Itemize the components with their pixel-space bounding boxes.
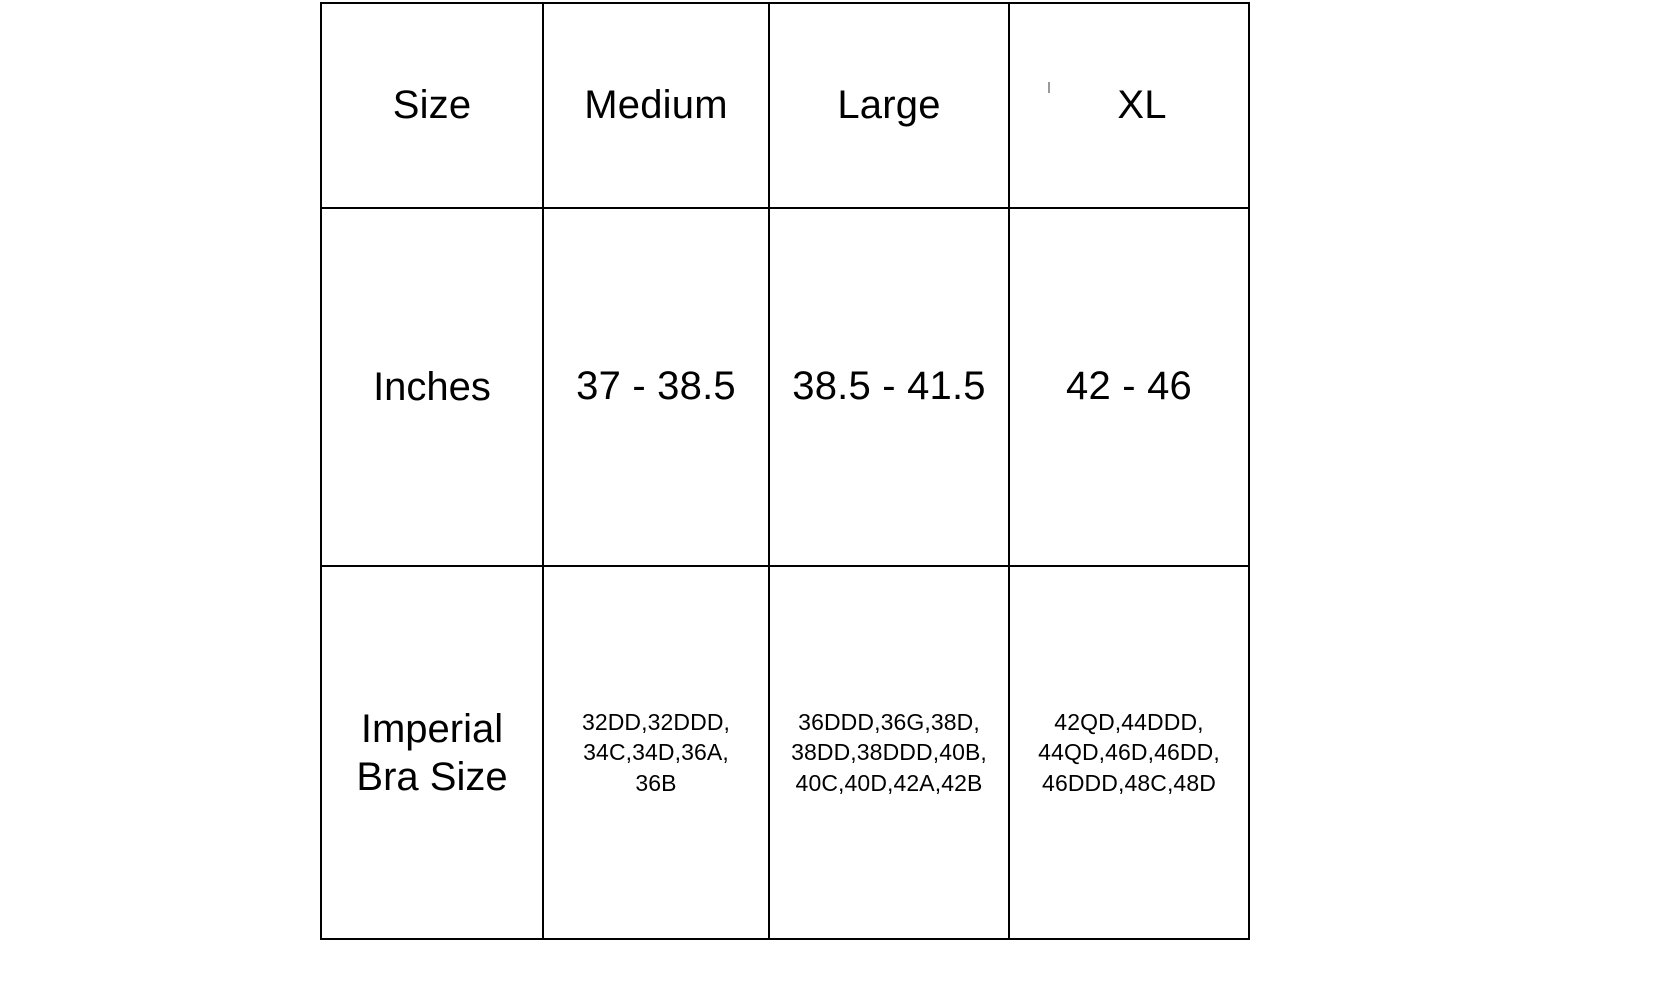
size-chart-table: Size Medium Large XL Inches 37 - 38.5 38… xyxy=(320,2,1250,940)
bra-size-cell-xl: 42QD,44DDD, 44QD,46D,46DD, 46DDD,48C,48D xyxy=(1008,565,1250,940)
header-cell-large: Large xyxy=(768,2,1010,209)
inches-cell-medium: 37 - 38.5 xyxy=(542,207,770,567)
bra-size-cell-large: 36DDD,36G,38D, 38DD,38DDD,40B, 40C,40D,4… xyxy=(768,565,1010,940)
inches-cell-xl: 42 - 46 xyxy=(1008,207,1250,567)
bra-size-line: 34C,34D,36A, xyxy=(583,739,729,766)
row-label-inches: Inches xyxy=(320,207,544,567)
inches-cell-large: 38.5 - 41.5 xyxy=(768,207,1010,567)
header-cell-medium: Medium xyxy=(542,2,770,209)
row-label-line-2: Bra Size xyxy=(356,754,508,799)
row-label-imperial-bra-size: Imperial Bra Size xyxy=(320,565,544,940)
header-cell-size: Size xyxy=(320,2,544,209)
bra-size-line: 46DDD,48C,48D xyxy=(1042,769,1216,796)
header-cell-xl-label: XL xyxy=(1117,82,1167,127)
bra-size-cell-medium: 32DD,32DDD, 34C,34D,36A, 36B xyxy=(542,565,770,940)
bra-size-line: 32DD,32DDD, xyxy=(581,708,731,735)
bra-size-line: 36DDD,36G,38D, xyxy=(798,708,980,735)
bra-size-line: 42QD,44DDD, xyxy=(1054,708,1204,735)
bra-size-line: 36B xyxy=(635,769,677,796)
size-chart-container: Size Medium Large XL Inches 37 - 38.5 38… xyxy=(320,2,1250,940)
table-row-imperial-bra-size: Imperial Bra Size 32DD,32DDD, 34C,34D,36… xyxy=(320,565,1250,940)
bra-size-line: 44QD,46D,46DD, xyxy=(1038,739,1220,766)
table-row-header: Size Medium Large XL xyxy=(320,2,1250,209)
row-label-line-1: Imperial xyxy=(360,706,504,751)
bra-size-line: 40C,40D,42A,42B xyxy=(795,769,983,796)
bra-size-line: 38DD,38DDD,40B, xyxy=(791,739,987,766)
table-row-inches: Inches 37 - 38.5 38.5 - 41.5 42 - 46 xyxy=(320,207,1250,567)
stray-mark-artifact xyxy=(1048,82,1050,93)
header-cell-xl: XL xyxy=(1008,2,1250,209)
